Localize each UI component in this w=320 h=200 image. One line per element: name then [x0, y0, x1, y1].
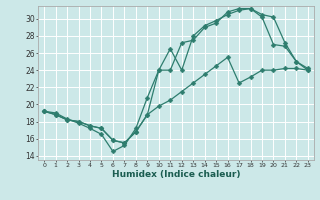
X-axis label: Humidex (Indice chaleur): Humidex (Indice chaleur)	[112, 170, 240, 179]
